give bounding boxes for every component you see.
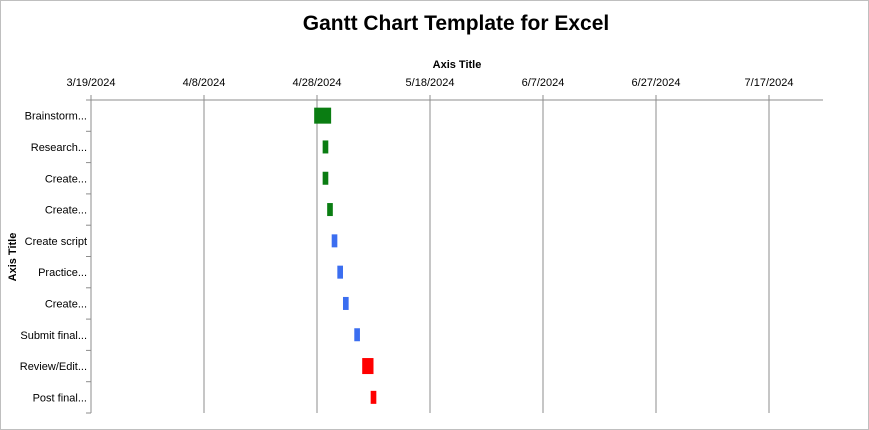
category-label: Research... xyxy=(31,142,87,154)
category-label: Submit final... xyxy=(20,330,87,342)
task-bar xyxy=(337,265,343,279)
gridlines xyxy=(90,99,823,413)
x-tick-label: 6/27/2024 xyxy=(632,77,681,89)
task-bar xyxy=(331,234,338,248)
category-label: Create... xyxy=(45,173,87,185)
task-bar xyxy=(362,358,374,375)
category-labels: Brainstorm... Research... Create... Create.… xyxy=(20,111,87,405)
task-bar xyxy=(314,107,332,124)
x-tick-label: 3/19/2024 xyxy=(67,77,116,89)
category-label: Practice... xyxy=(38,267,87,279)
chart-title: Gantt Chart Template for Excel xyxy=(303,12,610,35)
x-tick-label: 4/28/2024 xyxy=(293,77,342,89)
task-bars xyxy=(314,107,377,404)
task-bar xyxy=(342,296,349,310)
x-tick-label: 4/8/2024 xyxy=(183,77,226,89)
task-bar xyxy=(354,328,360,342)
task-bar xyxy=(327,203,333,217)
category-label: Create script xyxy=(25,236,87,248)
category-label: Create... xyxy=(45,298,87,310)
category-label: Review/Edit... xyxy=(20,361,87,373)
x-tick-label: 6/7/2024 xyxy=(522,77,565,89)
y-axis-title: Axis Title xyxy=(7,233,19,282)
task-bar xyxy=(370,390,377,404)
x-axis-ticks: 3/19/2024 4/8/2024 4/28/2024 5/18/2024 6/7/2… xyxy=(67,77,794,414)
task-bar xyxy=(322,140,329,154)
category-label: Post final... xyxy=(33,392,87,404)
x-tick-label: 5/18/2024 xyxy=(406,77,455,89)
task-bar xyxy=(322,171,329,185)
x-axis-title: Axis Title xyxy=(433,59,482,71)
category-label: Brainstorm... xyxy=(25,111,87,123)
x-tick-label: 7/17/2024 xyxy=(745,77,794,89)
category-label: Create... xyxy=(45,205,87,217)
